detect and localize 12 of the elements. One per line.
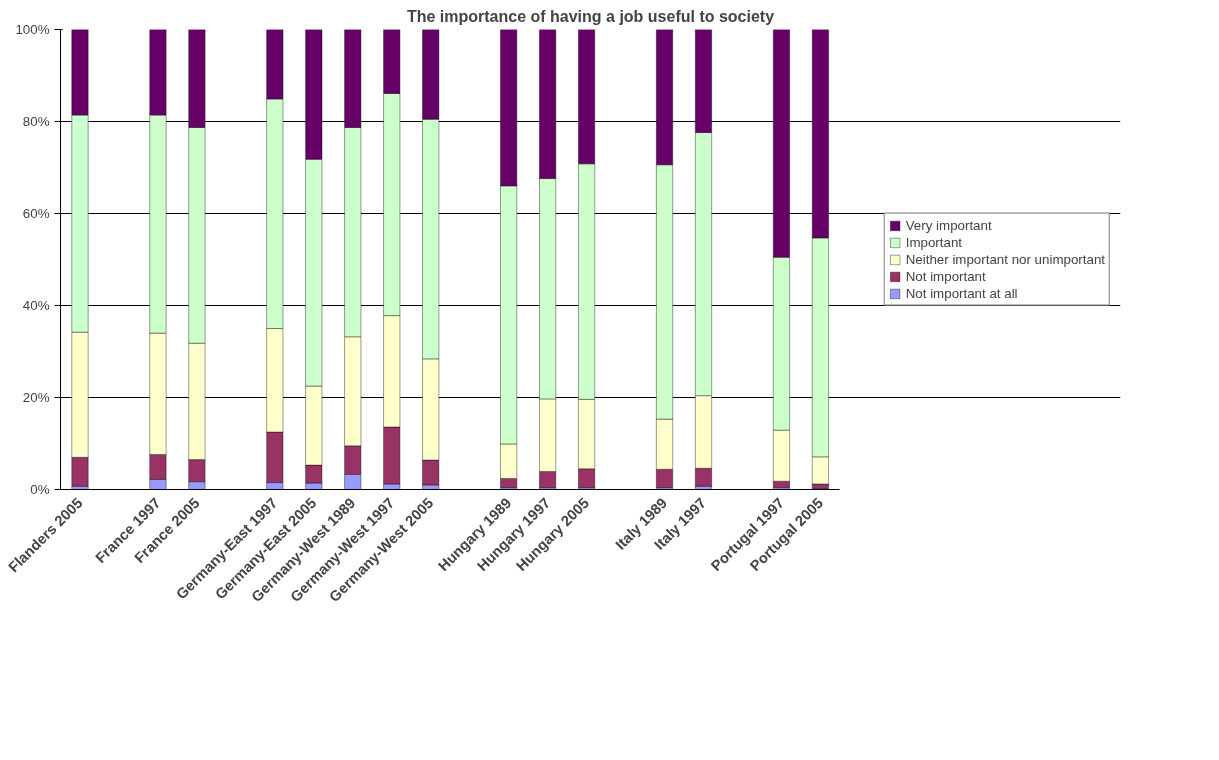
y-tick-label: 40% — [22, 298, 50, 313]
y-tick-label: 0% — [30, 482, 50, 497]
legend-label: Important — [905, 234, 963, 250]
y-tick-label: 20% — [22, 390, 50, 405]
legend-label: Not important — [905, 268, 986, 284]
chart-title: The importance of having a job useful to society — [406, 7, 775, 25]
legend-label: Very important — [905, 217, 992, 233]
y-tick-label: 60% — [22, 206, 50, 221]
y-tick-label: 80% — [22, 114, 50, 129]
legend-label: Not important at all — [905, 285, 1018, 301]
y-tick-label: 100% — [15, 22, 50, 37]
legend-label: Neither important nor unimportant — [905, 251, 1105, 267]
